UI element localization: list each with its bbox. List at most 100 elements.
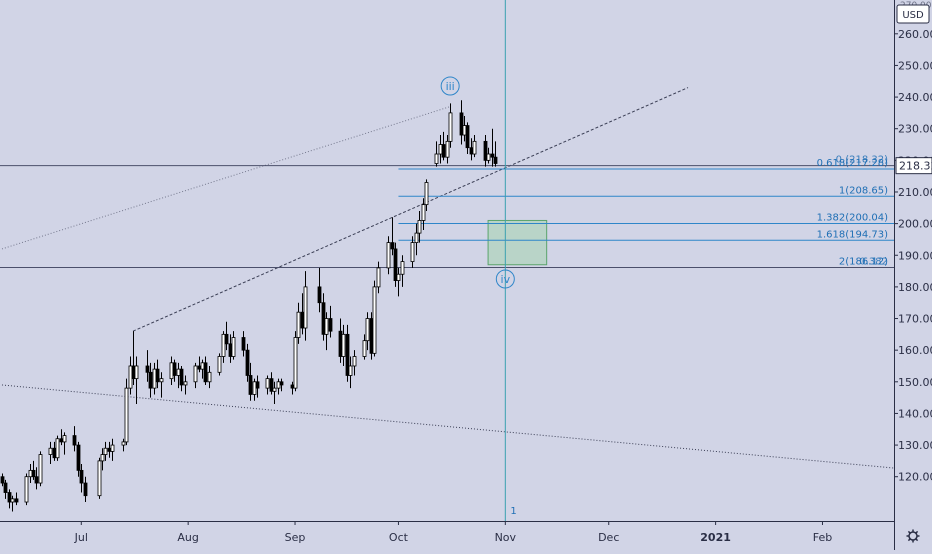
candle-body-up <box>103 447 108 455</box>
price-tick-label: 180.00 <box>898 281 932 294</box>
currency-label: USD <box>902 10 924 21</box>
candle-body-down <box>245 349 250 376</box>
candle-body-down <box>493 156 498 164</box>
time-tick-label: Feb <box>813 531 832 544</box>
time-tick-label: 2021 <box>700 531 731 544</box>
candle-body-down <box>279 381 284 386</box>
candle-body-up <box>217 356 222 373</box>
candle-body-down <box>3 482 8 493</box>
candle-body-up <box>324 318 329 335</box>
fib-level-label: 1.618(194.73) <box>817 229 889 240</box>
trend-line-channel-lower <box>132 87 689 332</box>
price-tick-label: 250.00 <box>898 59 932 72</box>
last-price-tag <box>895 157 932 175</box>
candle-body-up <box>152 368 157 389</box>
candle-body-down <box>59 438 64 443</box>
fib-overlap-label: 0.(218.32) <box>836 155 888 166</box>
candle-body-down <box>83 482 88 497</box>
fib-level-label: 1.382(200.04) <box>817 212 889 223</box>
candle-body-down <box>72 435 77 446</box>
candle-body-up <box>445 140 450 158</box>
currency-badge <box>896 4 930 24</box>
candle-body-up <box>121 441 126 446</box>
time-tick-label: Sep <box>285 531 306 544</box>
candle-body-down <box>300 311 305 329</box>
candle-body-up <box>200 362 205 370</box>
candle-body-down <box>224 333 229 345</box>
gear-icon-ring <box>908 531 918 541</box>
candle-body-up <box>348 365 353 376</box>
candle-body-down <box>203 362 208 383</box>
candle-body-up <box>438 144 443 155</box>
wave-label-circle <box>440 76 460 96</box>
candle-body-up <box>124 387 129 443</box>
price-tick-label: 140.00 <box>898 407 932 420</box>
candle-body-up <box>221 333 226 357</box>
candle-body-down <box>197 365 202 370</box>
fib-level-label: 2(186.12) <box>839 257 888 268</box>
candle-body-up <box>110 444 115 452</box>
price-tick-label: 190.00 <box>898 249 932 262</box>
candle-body-down <box>369 318 374 354</box>
candle-body-up <box>365 318 370 342</box>
wave-label-circle <box>495 269 515 289</box>
candle-body-down <box>290 384 295 389</box>
candle-body-up <box>303 286 308 329</box>
candle-body-down <box>469 147 474 155</box>
gear-icon-tooth <box>915 530 919 534</box>
candle-body-up <box>421 204 426 221</box>
time-tick-label: Aug <box>177 531 198 544</box>
candle-body-up <box>100 454 105 462</box>
trend-line-long-support <box>1 384 894 469</box>
candle-body-up <box>38 454 43 484</box>
candle-body-up <box>462 125 467 136</box>
price-tick-label: 150.00 <box>898 376 932 389</box>
candle-body-down <box>328 318 333 332</box>
candle-body-up <box>448 112 453 142</box>
candle-body-up <box>55 438 60 459</box>
candle-body-up <box>97 460 102 497</box>
candle-body-up <box>293 337 298 389</box>
candle-body-up <box>352 356 357 367</box>
candle-body-down <box>76 444 81 471</box>
price-tick-label: 170.00 <box>898 313 932 326</box>
candle-body-up <box>231 337 236 357</box>
time-tick-label: Oct <box>389 531 409 544</box>
candle-body-up <box>434 153 439 164</box>
candle-body-down <box>79 469 84 484</box>
candle-body-down <box>0 476 5 484</box>
candle-body-up <box>176 368 181 376</box>
candle-body-up <box>159 378 164 383</box>
candle-body-up <box>396 273 401 281</box>
candle-body-up <box>424 182 429 206</box>
candle-body-up <box>128 365 133 389</box>
candle-body-down <box>179 368 184 386</box>
candle-body-down <box>34 476 39 484</box>
candle-body-up <box>265 378 270 389</box>
candle-body-down <box>390 242 395 250</box>
candle-body-up <box>276 381 281 389</box>
candle-body-down <box>241 337 246 351</box>
candle-body-down <box>145 365 150 373</box>
settings-gear-icon[interactable] <box>906 529 920 543</box>
candle-body-up <box>28 469 33 478</box>
candle-body-up <box>48 447 53 455</box>
candle-body-up <box>410 242 415 262</box>
price-tick-label: 260.00 <box>898 28 932 41</box>
candle-body-up <box>296 311 301 338</box>
candle-body-up <box>414 232 419 243</box>
candle-body-down <box>317 286 322 304</box>
candle-body-down <box>52 447 57 459</box>
candle-body-up <box>372 286 377 354</box>
price-tick-label: 210.00 <box>898 186 932 199</box>
candle-body-up <box>400 261 405 275</box>
gear-icon-tooth <box>907 538 911 542</box>
gear-icon-tooth <box>915 538 919 542</box>
time-tick-label: Jul <box>74 531 88 544</box>
price-tick-label: 240.00 <box>898 91 932 104</box>
candle-body-down <box>465 125 470 149</box>
candle-body-up <box>341 333 346 357</box>
candle-body-up <box>252 381 257 395</box>
